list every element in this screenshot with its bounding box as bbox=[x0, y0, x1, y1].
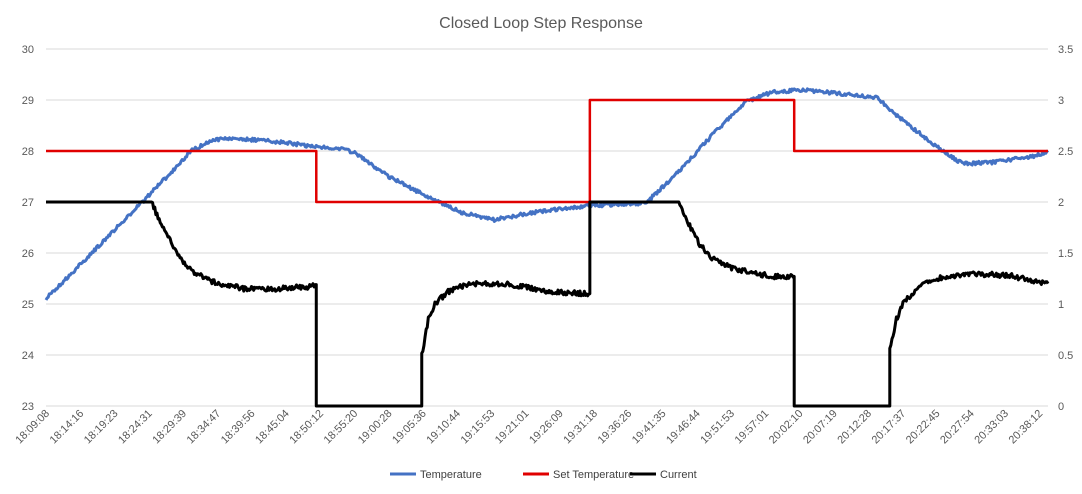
x-tick-label: 18:29:39 bbox=[150, 408, 189, 447]
y-left-tick-label: 23 bbox=[22, 401, 34, 413]
x-tick-label: 18:24:31 bbox=[116, 408, 155, 447]
x-tick-label: 20:38:12 bbox=[1007, 408, 1046, 447]
x-tick-label: 19:57:01 bbox=[733, 408, 772, 447]
x-tick-label: 18:34:47 bbox=[185, 408, 224, 447]
gridlines bbox=[46, 48, 1048, 407]
x-tick-label: 20:33:03 bbox=[972, 408, 1011, 447]
y-right-tick-label: 3 bbox=[1058, 95, 1064, 107]
y-right-tick-label: 3.5 bbox=[1058, 44, 1073, 56]
x-tick-label: 19:15:53 bbox=[459, 408, 498, 447]
x-tick-label: 20:12:28 bbox=[835, 408, 874, 447]
x-tick-label: 18:09:08 bbox=[13, 408, 52, 447]
legend: Temperature Set Temperature Current bbox=[390, 469, 697, 481]
x-tick-label: 19:36:26 bbox=[596, 408, 635, 447]
x-tick-label: 19:21:01 bbox=[493, 408, 532, 447]
x-axis-ticks: 18:09:0818:14:1618:19:2318:24:3118:29:39… bbox=[13, 408, 1045, 447]
x-tick-label: 18:39:56 bbox=[219, 408, 258, 447]
x-tick-label: 18:45:04 bbox=[253, 408, 292, 447]
y-right-tick-label: 2.5 bbox=[1058, 146, 1073, 158]
series-line-set-temperature bbox=[46, 98, 1048, 204]
legend-label: Temperature bbox=[420, 469, 482, 481]
x-tick-label: 20:27:54 bbox=[938, 408, 977, 447]
x-tick-label: 19:10:44 bbox=[424, 408, 463, 447]
x-tick-label: 18:55:20 bbox=[322, 408, 361, 447]
y-left-tick-label: 26 bbox=[22, 248, 34, 260]
y-right-tick-label: 0 bbox=[1058, 401, 1064, 413]
y-right-tick-label: 1 bbox=[1058, 299, 1064, 311]
x-tick-label: 18:50:12 bbox=[287, 408, 326, 447]
x-tick-label: 20:17:37 bbox=[870, 408, 909, 447]
y-left-tick-label: 27 bbox=[22, 197, 34, 209]
series-group bbox=[44, 87, 1050, 408]
y-right-tick-label: 2 bbox=[1058, 197, 1064, 209]
x-tick-label: 19:46:44 bbox=[664, 408, 703, 447]
x-tick-label: 19:26:09 bbox=[527, 408, 566, 447]
series-line-temperature bbox=[44, 87, 1050, 301]
x-tick-label: 19:00:28 bbox=[356, 408, 395, 447]
legend-label: Current bbox=[660, 469, 697, 481]
y-right-tick-label: 0.5 bbox=[1058, 350, 1073, 362]
legend-label: Set Temperature bbox=[553, 469, 634, 481]
y-left-tick-label: 25 bbox=[22, 299, 34, 311]
x-tick-label: 19:05:36 bbox=[390, 408, 429, 447]
x-tick-label: 18:19:23 bbox=[82, 408, 121, 447]
series-line-current bbox=[45, 200, 1050, 408]
right-axis-ticks: 0 0.5 1 1.5 2 2.5 3 3.5 bbox=[1058, 44, 1073, 413]
y-left-tick-label: 28 bbox=[22, 146, 34, 158]
left-axis-ticks: 23 24 25 26 27 28 29 30 bbox=[22, 44, 34, 413]
x-tick-label: 20:02:10 bbox=[767, 408, 806, 447]
y-left-tick-label: 30 bbox=[22, 44, 34, 56]
x-tick-label: 18:14:16 bbox=[48, 408, 87, 447]
x-tick-label: 19:31:18 bbox=[561, 408, 600, 447]
x-tick-label: 20:07:19 bbox=[801, 408, 840, 447]
x-tick-label: 19:51:53 bbox=[698, 408, 737, 447]
x-tick-label: 20:22:45 bbox=[904, 408, 943, 447]
y-right-tick-label: 1.5 bbox=[1058, 248, 1073, 260]
x-tick-label: 19:41:35 bbox=[630, 408, 669, 447]
y-left-tick-label: 24 bbox=[22, 350, 34, 362]
chart-title: Closed Loop Step Response bbox=[439, 15, 643, 32]
y-left-tick-label: 29 bbox=[22, 95, 34, 107]
